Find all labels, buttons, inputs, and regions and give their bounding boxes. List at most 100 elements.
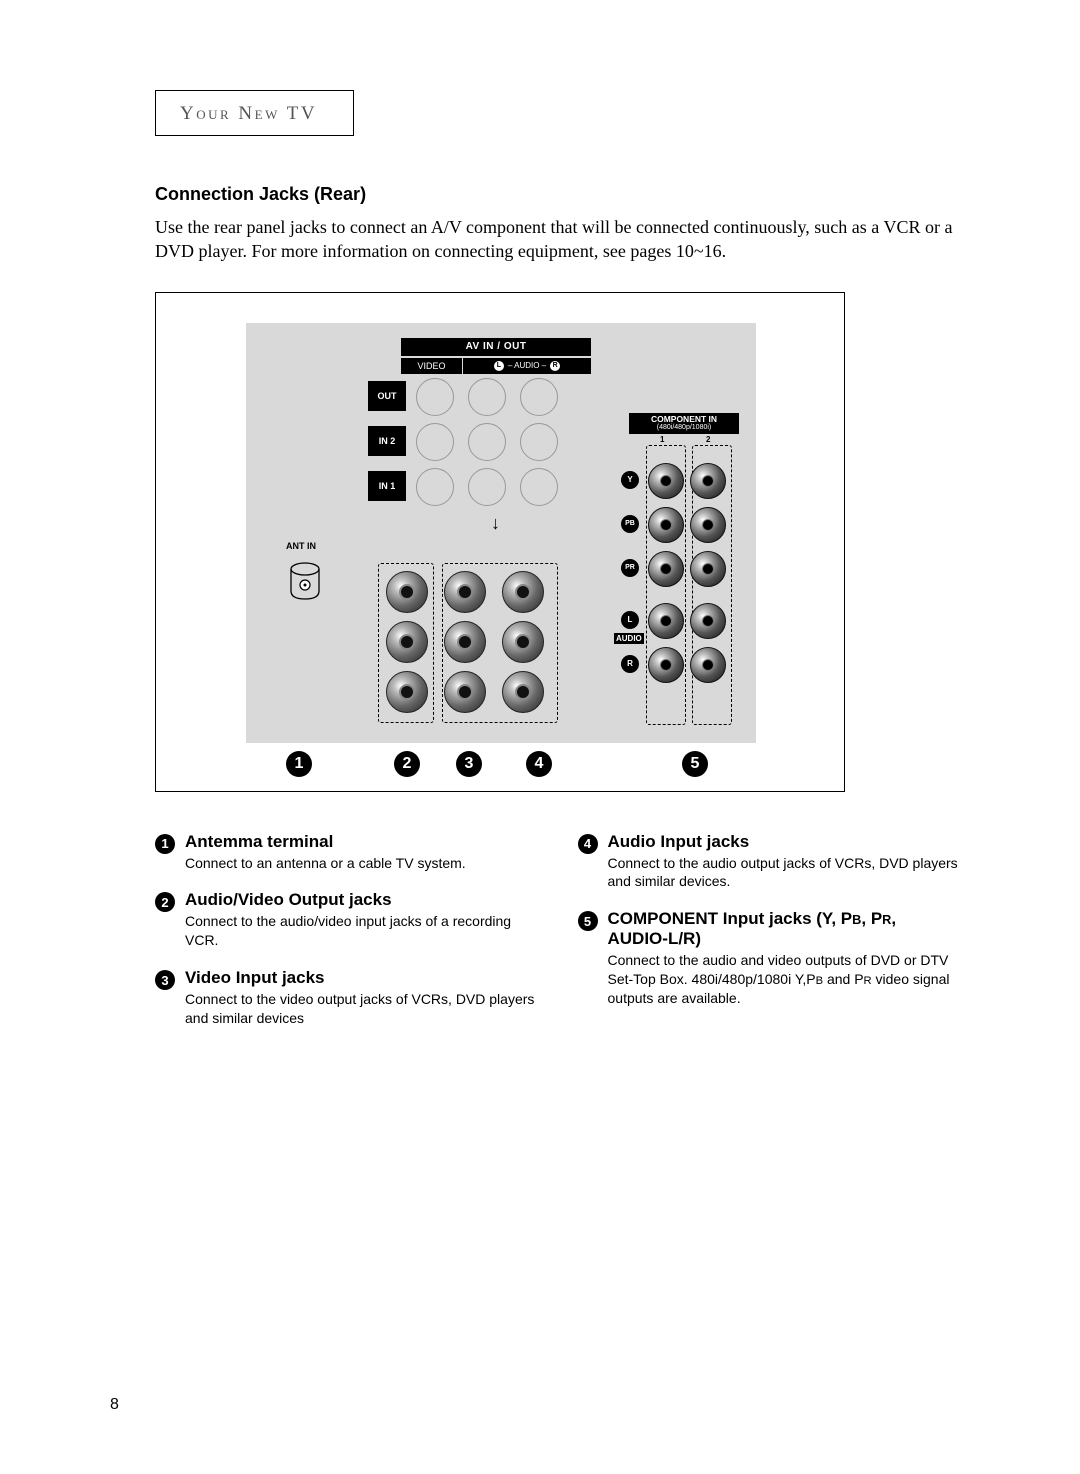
- desc-num-3: 3: [155, 970, 175, 990]
- desc-num-2: 2: [155, 892, 175, 912]
- video-label: VIDEO: [401, 358, 463, 374]
- desc-item-4: 4 Audio Input jacks Connect to the audio…: [578, 832, 961, 892]
- row-out-label: OUT: [368, 381, 406, 411]
- desc-text: Connect to the audio/video input jacks o…: [185, 912, 538, 950]
- jackc-icon: [648, 603, 684, 639]
- comp-audio-r-label: R: [621, 655, 639, 673]
- comp-pb-jacks: [648, 507, 726, 543]
- av-header: AV IN / OUT: [401, 338, 591, 356]
- callout-1: 1: [286, 751, 312, 777]
- in2-jacks: [416, 423, 558, 461]
- desc-text: Connect to an antenna or a cable TV syst…: [185, 854, 466, 873]
- desc-item-3: 3 Video Input jacks Connect to the video…: [155, 968, 538, 1028]
- comp-audio-l-label: L: [621, 611, 639, 629]
- callout-5: 5: [682, 751, 708, 777]
- page-heading: Connection Jacks (Rear): [155, 184, 960, 205]
- callout-3: 3: [456, 751, 482, 777]
- desc-body: Video Input jacks Connect to the video o…: [185, 968, 538, 1028]
- audio-l-icon: L: [494, 361, 504, 371]
- jackc-icon: [648, 507, 684, 543]
- comp-pb-label: PB: [621, 515, 639, 533]
- jack3d-icon: [386, 571, 428, 613]
- page-number: 8: [110, 1396, 119, 1414]
- jackc-icon: [690, 463, 726, 499]
- comp-col-2: 2: [706, 435, 710, 444]
- desc-item-1: 1 Antemma terminal Connect to an antenna…: [155, 832, 538, 873]
- jack-icon: [520, 423, 558, 461]
- desc-title: Antemma terminal: [185, 832, 466, 852]
- comp-col-1: 1: [660, 435, 664, 444]
- row-in2-label: IN 2: [368, 426, 406, 456]
- bottom-row2: [386, 621, 544, 663]
- desc-body: COMPONENT Input jacks (Y, PB, PR, AUDIO-…: [608, 909, 961, 1008]
- audio-r-icon: R: [550, 361, 560, 371]
- component-header-l1: COMPONENT IN: [633, 415, 735, 424]
- component-header-l2: (480i/480p/1080i): [633, 424, 735, 432]
- callout-4: 4: [526, 751, 552, 777]
- desc-body: Audio Input jacks Connect to the audio o…: [608, 832, 961, 892]
- comp-y-label: Y: [621, 471, 639, 489]
- callout-2: 2: [394, 751, 420, 777]
- jack-icon: [468, 468, 506, 506]
- audio-label: L – AUDIO – R: [463, 358, 591, 374]
- desc-title: Audio Input jacks: [608, 832, 961, 852]
- jackc-icon: [690, 603, 726, 639]
- jack-icon: [416, 378, 454, 416]
- desc-num-4: 4: [578, 834, 598, 854]
- jackc-icon: [648, 551, 684, 587]
- desc-text: Connect to the audio and video outputs o…: [608, 951, 961, 1008]
- desc-title: COMPONENT Input jacks (Y, PB, PR, AUDIO-…: [608, 909, 961, 949]
- audio-dash: – AUDIO –: [508, 361, 546, 370]
- rear-panel-diagram: AV IN / OUT VIDEO L – AUDIO – R OUT IN 2…: [155, 292, 845, 792]
- comp-pr-jacks: [648, 551, 726, 587]
- comp-pr-label: PR: [621, 559, 639, 577]
- jack3d-icon: [386, 671, 428, 713]
- section-tab-text: Your New TV: [180, 103, 317, 124]
- jack3d-icon: [444, 571, 486, 613]
- desc-body: Antemma terminal Connect to an antenna o…: [185, 832, 466, 873]
- bottom-row1: [386, 571, 544, 613]
- row-in1-label: IN 1: [368, 471, 406, 501]
- panel-background: AV IN / OUT VIDEO L – AUDIO – R OUT IN 2…: [246, 323, 756, 743]
- desc-title: Audio/Video Output jacks: [185, 890, 538, 910]
- jack3d-icon: [502, 621, 544, 663]
- desc-item-2: 2 Audio/Video Output jacks Connect to th…: [155, 890, 538, 950]
- jackc-icon: [690, 551, 726, 587]
- jackc-icon: [690, 507, 726, 543]
- component-header: COMPONENT IN (480i/480p/1080i): [629, 413, 739, 434]
- jack-icon: [520, 378, 558, 416]
- descriptions: 1 Antemma terminal Connect to an antenna…: [155, 832, 960, 1046]
- out-jacks: [416, 378, 558, 416]
- jackc-icon: [690, 647, 726, 683]
- descriptions-left: 1 Antemma terminal Connect to an antenna…: [155, 832, 538, 1046]
- jack3d-icon: [444, 621, 486, 663]
- jack3d-icon: [386, 621, 428, 663]
- comp-y-jacks: [648, 463, 726, 499]
- bottom-row3: [386, 671, 544, 713]
- comp-audio-l-jacks: [648, 603, 726, 639]
- comp-audio-label: AUDIO: [614, 633, 644, 644]
- in1-jacks: [416, 468, 558, 506]
- desc-text: Connect to the audio output jacks of VCR…: [608, 854, 961, 892]
- jack3d-icon: [444, 671, 486, 713]
- desc-body: Audio/Video Output jacks Connect to the …: [185, 890, 538, 950]
- desc-num-1: 1: [155, 834, 175, 854]
- ant-in-label: ANT IN: [286, 541, 316, 551]
- section-tab: Your New TV: [155, 90, 354, 136]
- jack-icon: [520, 468, 558, 506]
- desc-text: Connect to the video output jacks of VCR…: [185, 990, 538, 1028]
- jackc-icon: [648, 647, 684, 683]
- intro-text: Use the rear panel jacks to connect an A…: [155, 215, 960, 264]
- antenna-jack-icon: [288, 561, 322, 601]
- comp-audio-r-jacks: [648, 647, 726, 683]
- desc-item-5: 5 COMPONENT Input jacks (Y, PB, PR, AUDI…: [578, 909, 961, 1008]
- jack-icon: [416, 423, 454, 461]
- desc-title: Video Input jacks: [185, 968, 538, 988]
- arrow-down-icon: ↓: [491, 513, 500, 534]
- desc-num-5: 5: [578, 911, 598, 931]
- jack3d-icon: [502, 671, 544, 713]
- descriptions-right: 4 Audio Input jacks Connect to the audio…: [578, 832, 961, 1046]
- jack-icon: [468, 423, 506, 461]
- jack3d-icon: [502, 571, 544, 613]
- av-subheader: VIDEO L – AUDIO – R: [401, 358, 591, 374]
